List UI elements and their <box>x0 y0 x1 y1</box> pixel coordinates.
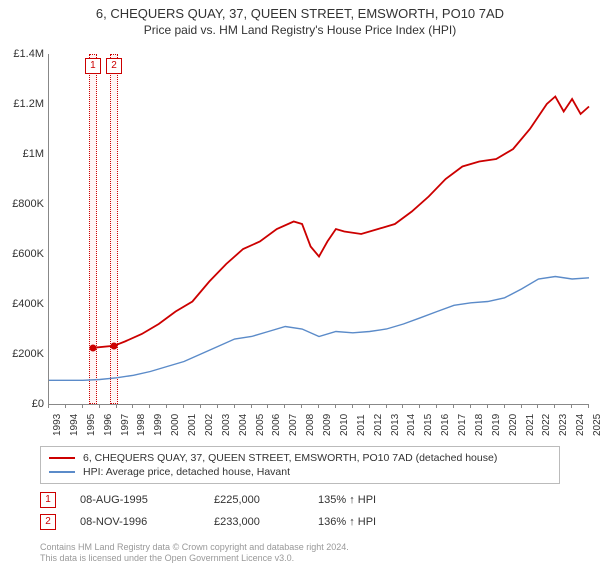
y-tick-label: £400K <box>0 298 44 310</box>
sale-date: 08-NOV-1996 <box>80 516 190 528</box>
x-tick-label: 1995 <box>86 414 97 436</box>
x-tick-label: 2007 <box>288 414 299 436</box>
x-tick-label: 2023 <box>558 414 569 436</box>
x-tick-label: 2011 <box>356 414 367 436</box>
legend: 6, CHEQUERS QUAY, 37, QUEEN STREET, EMSW… <box>40 446 560 484</box>
sale-price: £225,000 <box>214 494 294 506</box>
y-tick-label: £1.4M <box>0 48 44 60</box>
legend-row-hpi: HPI: Average price, detached house, Hava… <box>49 465 551 479</box>
x-tick-label: 2014 <box>406 414 417 436</box>
sale-marker: 1 <box>40 492 56 508</box>
sale-date: 08-AUG-1995 <box>80 494 190 506</box>
chart-title: 6, CHEQUERS QUAY, 37, QUEEN STREET, EMSW… <box>0 6 600 21</box>
y-tick-label: £1M <box>0 148 44 160</box>
x-tick-label: 1993 <box>52 414 63 436</box>
x-tick-label: 1999 <box>153 414 164 436</box>
x-tick-label: 2019 <box>491 414 502 436</box>
x-tick-label: 2016 <box>440 414 451 436</box>
x-tick-label: 2022 <box>541 414 552 436</box>
x-tick-label: 2010 <box>339 414 350 436</box>
y-tick-label: £1.2M <box>0 98 44 110</box>
sale-row: 2 08-NOV-1996 £233,000 136% ↑ HPI <box>40 514 560 530</box>
x-tick-label: 1994 <box>69 414 80 436</box>
x-tick-label: 1998 <box>136 414 147 436</box>
chart-subtitle: Price paid vs. HM Land Registry's House … <box>0 23 600 37</box>
legend-swatch-price <box>49 457 75 459</box>
legend-label-price: 6, CHEQUERS QUAY, 37, QUEEN STREET, EMSW… <box>83 452 497 464</box>
x-tick-label: 2018 <box>474 414 485 436</box>
y-tick-label: £200K <box>0 348 44 360</box>
y-tick-label: £800K <box>0 198 44 210</box>
x-tick-label: 2017 <box>457 414 468 436</box>
plot-svg <box>49 54 589 404</box>
sale-point <box>89 344 96 351</box>
sale-row: 1 08-AUG-1995 £225,000 135% ↑ HPI <box>40 492 560 508</box>
x-tick-label: 2005 <box>255 414 266 436</box>
sale-price: £233,000 <box>214 516 294 528</box>
x-tick-label: 2024 <box>575 414 586 436</box>
footnote: Contains HM Land Registry data © Crown c… <box>40 542 560 564</box>
x-tick-label: 2004 <box>238 414 249 436</box>
x-tick-label: 2013 <box>390 414 401 436</box>
x-tick-label: 2021 <box>525 414 536 436</box>
x-tick-label: 2001 <box>187 414 198 436</box>
x-tick-label: 2020 <box>508 414 519 436</box>
y-tick-label: £0 <box>0 398 44 410</box>
legend-swatch-hpi <box>49 471 75 473</box>
x-tick-label: 2008 <box>305 414 316 436</box>
y-tick-label: £600K <box>0 248 44 260</box>
sale-point <box>110 342 117 349</box>
x-tick-label: 2003 <box>221 414 232 436</box>
series-line <box>49 277 589 381</box>
chart-container: 6, CHEQUERS QUAY, 37, QUEEN STREET, EMSW… <box>0 6 600 566</box>
x-tick-label: 2025 <box>592 414 600 436</box>
sale-marker: 2 <box>40 514 56 530</box>
x-tick-label: 2006 <box>271 414 282 436</box>
plot-area: 12 <box>48 54 589 405</box>
x-tick-label: 2009 <box>322 414 333 436</box>
x-tick-label: 2000 <box>170 414 181 436</box>
sale-hpi: 135% ↑ HPI <box>318 494 376 506</box>
x-tick-label: 2012 <box>373 414 384 436</box>
x-tick-label: 2015 <box>423 414 434 436</box>
legend-row-price: 6, CHEQUERS QUAY, 37, QUEEN STREET, EMSW… <box>49 451 551 465</box>
legend-label-hpi: HPI: Average price, detached house, Hava… <box>83 466 290 478</box>
sale-hpi: 136% ↑ HPI <box>318 516 376 528</box>
x-tick-label: 1996 <box>103 414 114 436</box>
x-tick-label: 2002 <box>204 414 215 436</box>
series-line <box>93 97 589 348</box>
x-tick-label: 1997 <box>120 414 131 436</box>
